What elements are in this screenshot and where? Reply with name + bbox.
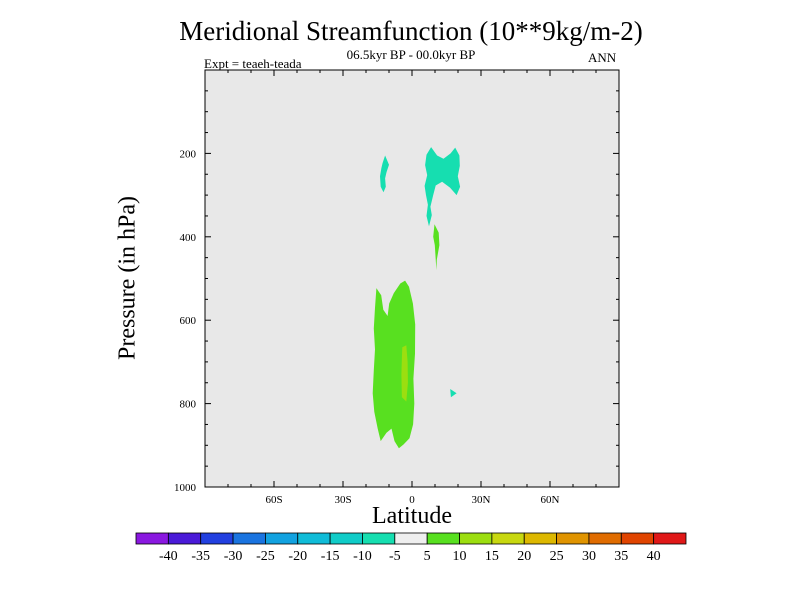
- colorbar-label: -40: [159, 549, 178, 564]
- colorbar-swatch: [297, 532, 331, 545]
- colorbar-swatch: [588, 532, 622, 545]
- colorbar-label: 40: [647, 549, 661, 564]
- x-tick-label: 60S: [265, 494, 282, 506]
- colorbar-swatch: [653, 532, 687, 545]
- colorbar-swatch: [265, 532, 299, 545]
- colorbar-label: 5: [424, 549, 431, 564]
- colorbar-swatch: [491, 532, 525, 545]
- colorbar-swatch: [426, 532, 460, 545]
- colorbar-label: -15: [321, 549, 340, 564]
- colorbar-label: 30: [582, 549, 596, 564]
- colorbar-swatch: [620, 532, 655, 545]
- colorbar-swatch: [200, 532, 234, 545]
- colorbar-label: -35: [191, 549, 210, 564]
- colorbar-label: -20: [288, 549, 307, 564]
- x-tick-label: 0: [409, 494, 415, 506]
- colorbar-swatch: [135, 532, 169, 545]
- y-tick-label: 600: [180, 315, 197, 327]
- colorbar-swatch: [329, 532, 363, 545]
- contour-regions: [372, 147, 461, 449]
- chart-subtitle: 06.5kyr BP - 00.0kyr BP: [346, 47, 476, 62]
- x-tick-label: 30S: [334, 494, 351, 506]
- y-tick-label: 400: [180, 232, 197, 244]
- colorbar-swatch: [362, 532, 396, 545]
- y-tick-label: 1000: [174, 482, 197, 494]
- x-tick-label: 30N: [472, 494, 491, 506]
- experiment-label: Expt = teaeh-teada: [204, 56, 302, 71]
- colorbar-label: -10: [353, 549, 372, 564]
- colorbar-label: 10: [453, 549, 467, 564]
- plot-frame: [204, 69, 620, 488]
- colorbar-label: 20: [517, 549, 531, 564]
- colorbar-label: -5: [389, 549, 401, 564]
- chart-title: Meridional Streamfunction (10**9kg/m-2): [179, 16, 643, 46]
- y-tick-label: 200: [180, 148, 197, 160]
- colorbar-label: 35: [614, 549, 628, 564]
- x-axis-label: Latitude: [372, 503, 452, 529]
- contour-region-5: [433, 224, 440, 271]
- colorbar-swatch: [232, 532, 266, 545]
- colorbar: -40 -35 -30 -25 -20 -15 -10 -5 5 10 15 20 25 30 35 40: [135, 532, 687, 564]
- x-tick-label: 60N: [541, 494, 560, 506]
- colorbar-label: 25: [550, 549, 564, 564]
- contour-region-6: [450, 389, 457, 398]
- colorbar-swatch: [394, 532, 428, 545]
- colorbar-label: -30: [224, 549, 243, 564]
- colorbar-swatch: [167, 532, 202, 545]
- colorbar-label: -25: [256, 549, 275, 564]
- contour-region-3: [372, 280, 416, 449]
- season-label: ANN: [588, 50, 617, 65]
- y-tick-label: 800: [180, 399, 197, 411]
- contour-region-2: [424, 147, 461, 227]
- axis-ticks: 60S 30S 0 30N 60N 200 400 600 800 1000: [174, 70, 619, 506]
- contour-region-4: [401, 345, 408, 402]
- contour-region-1: [380, 155, 389, 193]
- colorbar-swatch: [459, 532, 493, 545]
- colorbar-label: 15: [485, 549, 499, 564]
- colorbar-swatch: [523, 532, 557, 545]
- colorbar-swatch: [556, 532, 590, 545]
